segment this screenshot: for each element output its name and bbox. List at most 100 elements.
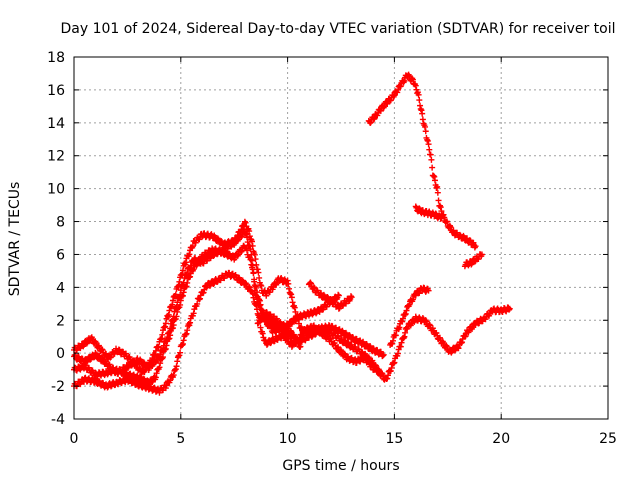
data-point bbox=[402, 329, 409, 336]
data-point bbox=[183, 330, 190, 337]
data-point bbox=[257, 324, 264, 331]
y-tick-label: 18 bbox=[47, 50, 65, 66]
data-point bbox=[391, 92, 398, 99]
data-point bbox=[156, 355, 163, 362]
data-point bbox=[170, 322, 177, 329]
data-point bbox=[155, 344, 162, 351]
data-point bbox=[189, 243, 196, 250]
data-point bbox=[421, 211, 428, 218]
data-point bbox=[186, 251, 193, 258]
data-point bbox=[394, 86, 401, 93]
data-point bbox=[184, 327, 191, 334]
data-point bbox=[167, 377, 174, 384]
data-point bbox=[258, 282, 265, 289]
data-point bbox=[419, 116, 426, 123]
data-point bbox=[246, 243, 253, 250]
data-point bbox=[163, 337, 170, 344]
data-point bbox=[288, 294, 295, 301]
data-point bbox=[169, 316, 176, 323]
data-point bbox=[180, 337, 187, 344]
data-point bbox=[431, 177, 438, 184]
data-point bbox=[252, 291, 259, 298]
data-point bbox=[256, 274, 263, 281]
x-tick-label: 25 bbox=[599, 431, 617, 447]
y-tick-label: 10 bbox=[47, 182, 65, 198]
data-point bbox=[169, 317, 176, 324]
data-point bbox=[380, 351, 387, 358]
data-point bbox=[159, 331, 166, 338]
y-tick-label: 2 bbox=[56, 313, 65, 329]
data-point bbox=[390, 360, 397, 367]
data-point bbox=[348, 294, 355, 301]
data-point bbox=[246, 284, 253, 291]
data-point bbox=[172, 366, 179, 373]
data-point bbox=[429, 164, 436, 171]
data-point bbox=[427, 322, 433, 329]
data-point bbox=[438, 215, 445, 222]
data-point bbox=[434, 183, 441, 190]
data-point bbox=[165, 330, 172, 337]
data-point bbox=[263, 292, 270, 299]
data-point bbox=[169, 297, 176, 304]
data-point bbox=[426, 146, 433, 153]
data-point bbox=[291, 304, 298, 311]
data-point bbox=[92, 376, 99, 383]
data-point bbox=[210, 280, 217, 287]
data-point bbox=[389, 337, 396, 344]
y-axis-label: SDTVAR / TECUs bbox=[7, 182, 23, 297]
data-point bbox=[257, 281, 264, 288]
data-point bbox=[170, 372, 177, 379]
data-point bbox=[428, 156, 435, 163]
data-point bbox=[506, 305, 513, 312]
data-point bbox=[210, 253, 217, 260]
data-point bbox=[308, 280, 315, 287]
data-point bbox=[387, 367, 394, 374]
data-point bbox=[478, 251, 485, 258]
data-point bbox=[335, 292, 342, 299]
data-point bbox=[162, 323, 169, 330]
data-point bbox=[430, 172, 437, 179]
data-point bbox=[377, 107, 384, 114]
data-point bbox=[128, 362, 135, 369]
data-point bbox=[243, 281, 250, 288]
data-point bbox=[159, 347, 166, 354]
data-point bbox=[177, 349, 184, 356]
x-tick-label: 15 bbox=[385, 431, 403, 447]
data-point bbox=[155, 343, 162, 350]
plot-frame bbox=[73, 56, 609, 420]
data-point bbox=[422, 123, 429, 130]
data-point bbox=[320, 330, 327, 337]
data-point bbox=[409, 76, 416, 83]
data-point bbox=[263, 341, 270, 348]
data-point bbox=[194, 300, 201, 307]
data-point bbox=[182, 331, 189, 338]
data-point bbox=[95, 352, 102, 359]
data-point bbox=[251, 287, 258, 294]
data-point bbox=[284, 277, 291, 284]
data-point bbox=[310, 284, 317, 291]
data-point bbox=[179, 267, 186, 274]
data-point bbox=[171, 308, 178, 315]
data-point bbox=[437, 204, 444, 211]
data-point bbox=[399, 318, 406, 325]
data-point bbox=[419, 110, 426, 117]
data-point bbox=[295, 339, 302, 346]
data-point bbox=[104, 384, 111, 391]
x-tick-label: 5 bbox=[176, 431, 185, 447]
data-point bbox=[184, 269, 191, 276]
y-tick-label: -2 bbox=[51, 379, 65, 395]
data-point bbox=[83, 340, 90, 347]
data-point bbox=[444, 218, 451, 225]
data-point bbox=[196, 296, 203, 303]
data-point bbox=[108, 354, 115, 361]
data-point bbox=[174, 299, 181, 306]
data-point bbox=[187, 273, 194, 280]
data-point bbox=[423, 318, 430, 325]
data-point bbox=[288, 328, 295, 335]
data-point bbox=[244, 247, 251, 254]
data-point bbox=[347, 293, 354, 300]
y-tick-label: 12 bbox=[47, 149, 65, 165]
x-tick-label: 0 bbox=[70, 431, 79, 447]
